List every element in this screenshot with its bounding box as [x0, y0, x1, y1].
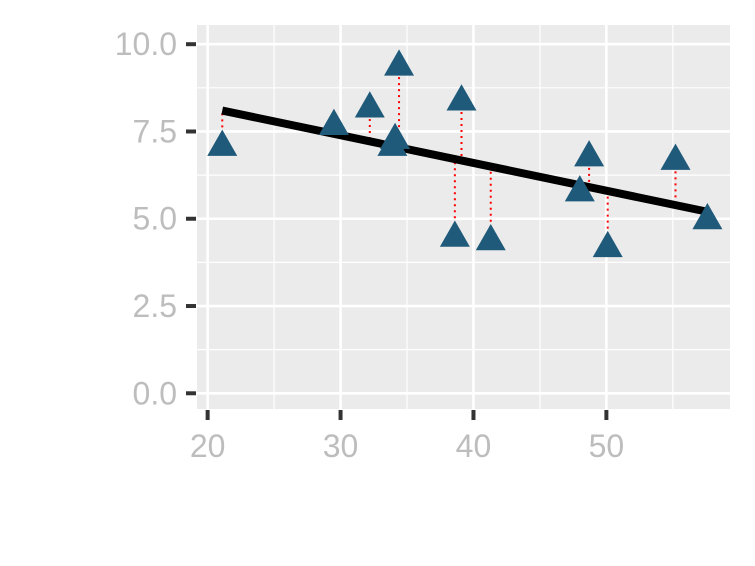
data-point — [564, 175, 595, 202]
data-point — [318, 108, 349, 135]
y-tick-label: 5.0 — [133, 201, 177, 237]
data-point — [574, 140, 605, 167]
fit-line-group — [221, 106, 709, 216]
x-tick-label: 20 — [190, 428, 226, 464]
x-tick-label: 50 — [589, 428, 625, 464]
y-tick-label: 7.5 — [133, 113, 177, 149]
data-point — [446, 84, 477, 111]
x-tick-label: 30 — [323, 428, 359, 464]
data-point — [592, 230, 623, 258]
data-point — [439, 220, 470, 247]
data-points — [207, 49, 723, 258]
y-tick-label: 10.0 — [115, 26, 177, 62]
data-point — [207, 129, 238, 156]
x-tick-label: 40 — [456, 428, 492, 464]
data-point — [692, 202, 723, 230]
data-point — [354, 91, 385, 118]
x-axis: 20 30 40 50 — [190, 410, 624, 464]
data-point — [660, 143, 691, 170]
plot-panel — [197, 25, 730, 409]
data-point — [380, 122, 411, 149]
minor-gridlines — [197, 25, 730, 409]
y-tick-label: 2.5 — [133, 288, 177, 324]
data-point — [384, 49, 415, 76]
y-tick-label: 0.0 — [133, 375, 177, 411]
major-gridlines — [197, 25, 730, 409]
fit-line — [221, 106, 709, 216]
data-point — [475, 223, 506, 251]
y-axis: 0.0 2.5 5.0 7.5 10.0 — [115, 26, 196, 411]
